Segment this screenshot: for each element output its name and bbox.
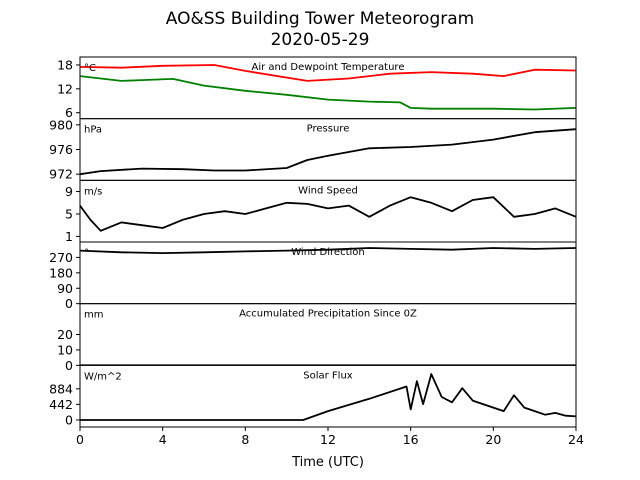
- x-tick-label: 4: [159, 432, 167, 447]
- y-tick-label: 12: [57, 81, 73, 96]
- panel-title: Air and Dewpoint Temperature: [252, 62, 405, 73]
- x-tick-label: 16: [403, 432, 419, 447]
- panel-1: 18 12 6 °C Air and Dewpoint Temperature: [57, 56, 577, 120]
- figure-title: AO&SS Building Tower Meteorogram: [166, 9, 474, 29]
- x-tick-label: 0: [76, 432, 84, 447]
- panel-1-series-2-line: [80, 75, 576, 111]
- y-tick-label: 10: [57, 342, 73, 357]
- y-tick-label: 180: [49, 265, 73, 280]
- panel-3-series-1-line: [80, 196, 576, 232]
- panel-6-series-1-line: [80, 373, 576, 421]
- y-tick-label: 976: [49, 142, 73, 157]
- y-tick-label: 980: [49, 117, 73, 132]
- panel-3: 9 5 1 m/s Wind Speed: [65, 179, 577, 244]
- y-tick-label: 270: [49, 250, 73, 265]
- panel-title: Wind Direction: [291, 247, 365, 258]
- y-tick-label: 5: [65, 206, 73, 221]
- y-tick-label: 972: [49, 167, 73, 182]
- y-tick-label: 6: [65, 105, 73, 120]
- x-tick-label: 12: [320, 432, 336, 447]
- panel-unit-label: mm: [84, 310, 103, 321]
- y-tick-label: 90: [57, 281, 73, 296]
- panel-title: Wind Speed: [298, 185, 358, 196]
- panel-unit-label: W/m^2: [84, 371, 122, 382]
- figure-subtitle: 2020-05-29: [271, 30, 370, 50]
- y-tick-label: 442: [49, 397, 73, 412]
- x-tick-group: 0 4 8 12 16 20 24: [76, 427, 584, 447]
- panel-title: Accumulated Precipitation Since 0Z: [239, 309, 417, 320]
- panel-2: 980 976 972 hPa Pressure: [49, 117, 577, 182]
- y-tick-label: 18: [57, 57, 73, 72]
- y-tick-label: 0: [65, 296, 73, 311]
- x-tick-label: 20: [485, 432, 501, 447]
- panel-unit-label: °: [84, 248, 89, 259]
- panel-title: Pressure: [307, 124, 350, 135]
- panel-2-series-1-line: [80, 128, 576, 176]
- panel-unit-label: m/s: [84, 186, 102, 197]
- y-tick-label: 884: [49, 381, 73, 396]
- panel-unit-label: °C: [84, 63, 96, 74]
- panel-title: Solar Flux: [303, 370, 353, 381]
- panel-4-series-1-line: [80, 247, 576, 255]
- x-tick-label: 24: [568, 432, 584, 447]
- y-tick-label: 0: [65, 358, 73, 373]
- x-axis-label: Time (UTC): [291, 455, 364, 470]
- x-tick-label: 8: [241, 432, 249, 447]
- panel-1-series-1-line: [80, 64, 576, 82]
- y-tick-label: 20: [57, 327, 73, 342]
- panels-group: 18 12 6 °C Air and Dewpoint Temperature 980 97…: [49, 56, 577, 428]
- y-tick-label: 1: [65, 229, 73, 244]
- y-tick-label: 9: [65, 184, 73, 199]
- y-tick-label: 0: [65, 412, 73, 427]
- panel-unit-label: hPa: [84, 125, 102, 136]
